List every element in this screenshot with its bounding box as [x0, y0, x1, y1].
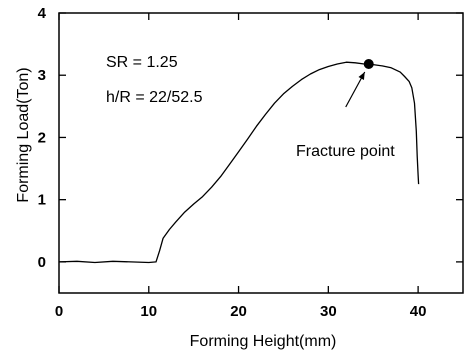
- y-tick-label: 2: [38, 129, 46, 146]
- plot-frame: [58, 12, 464, 294]
- y-axis-title: Forming Load(Ton): [15, 67, 32, 202]
- plot-axes: [58, 12, 464, 294]
- y-tick-label: 3: [38, 67, 46, 84]
- y-tick-label: 1: [38, 192, 46, 209]
- annotation-hr: h/R = 22/52.5: [106, 89, 203, 106]
- axis-tick-labels: 0 10 20 30 40 0 1 2 3 4: [38, 5, 427, 320]
- x-tick-label: 10: [140, 303, 157, 320]
- x-tick-label: 30: [320, 303, 337, 320]
- axis-ticks: [58, 12, 463, 293]
- annotation-sr: SR = 1.25: [106, 54, 178, 71]
- fracture-point-marker: [363, 59, 374, 70]
- y-tick-label: 4: [38, 5, 47, 22]
- series-line: [58, 61, 420, 264]
- x-tick-label: 0: [55, 303, 63, 320]
- data-markers: [345, 59, 374, 108]
- fracture-arrow-head: [358, 72, 365, 80]
- x-axis-title: Forming Height(mm): [190, 333, 337, 350]
- data-series: [58, 61, 420, 264]
- y-tick-label: 0: [38, 254, 46, 271]
- annotation-fracture-point: Fracture point: [296, 143, 395, 160]
- x-tick-label: 20: [230, 303, 247, 320]
- x-tick-label: 40: [410, 303, 427, 320]
